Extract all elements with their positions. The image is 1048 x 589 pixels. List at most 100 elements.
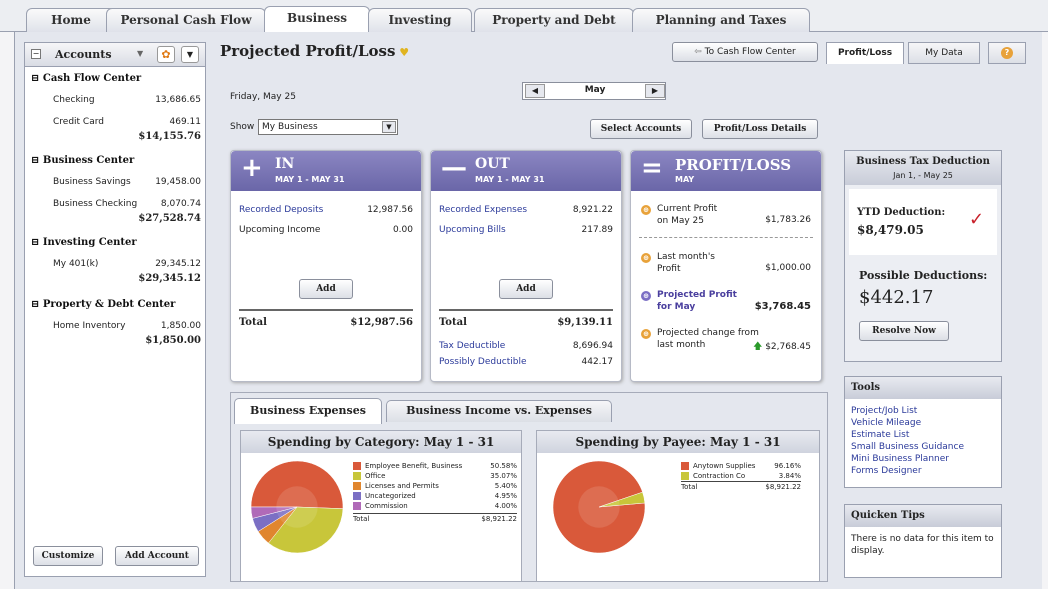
subtotal-investing: $29,345.12 xyxy=(138,273,201,284)
section-cash-flow-center[interactable]: ⊟ Cash Flow Center xyxy=(31,73,142,84)
info-bullet-icon: ⊕ xyxy=(641,253,651,263)
projected-change-value: 🡅 $2,768.45 xyxy=(753,342,811,352)
legend-item: Commission 4.00% xyxy=(353,501,517,511)
tax-deductible-link[interactable]: Tax Deductible xyxy=(439,341,506,351)
chart-title: Spending by Category: May 1 - 31 xyxy=(241,431,521,453)
tab-personal-cash-flow[interactable]: Personal Cash Flow xyxy=(106,8,266,32)
tools-list: Project/Job List Vehicle Mileage Estimat… xyxy=(851,405,964,477)
tool-estimate-list[interactable]: Estimate List xyxy=(851,430,910,440)
accounts-sidebar: − Accounts ▼ ✿ ▼ ⊟ Cash Flow Center Chec… xyxy=(24,42,206,577)
account-row-home-inventory[interactable]: Home Inventory 1,850.00 xyxy=(53,321,201,331)
chevron-down-icon[interactable]: ▼ xyxy=(137,49,144,58)
current-profit-value: $1,783.26 xyxy=(765,215,811,225)
account-row-business-savings[interactable]: Business Savings 19,458.00 xyxy=(53,177,201,187)
in-card: + IN MAY 1 - MAY 31 Recorded Deposits 12,… xyxy=(230,150,422,382)
account-row-credit-card[interactable]: Credit Card 469.11 xyxy=(53,117,201,127)
legend-swatch xyxy=(353,492,361,500)
total-divider xyxy=(439,309,613,311)
tool-mini-business-planner[interactable]: Mini Business Planner xyxy=(851,454,949,464)
menu-dropdown-icon[interactable]: ▼ xyxy=(181,46,199,63)
prev-month-button[interactable]: ◀ xyxy=(525,84,545,98)
in-card-title: IN xyxy=(275,156,295,172)
projected-profit-value: $3,768.45 xyxy=(754,301,811,312)
show-select[interactable]: My Business ▼ xyxy=(258,119,398,135)
select-accounts-button[interactable]: Select Accounts xyxy=(590,119,692,139)
tax-panel-header: Business Tax Deduction Jan 1, - May 25 xyxy=(845,151,1001,185)
accounts-header: − Accounts ▼ ✿ ▼ xyxy=(25,43,205,67)
chevron-down-icon[interactable]: ▼ xyxy=(382,121,396,133)
legend-swatch xyxy=(353,502,361,510)
tool-vehicle-mileage[interactable]: Vehicle Mileage xyxy=(851,418,922,428)
recorded-deposits-link[interactable]: Recorded Deposits xyxy=(239,205,324,215)
pie-highlight xyxy=(578,486,620,528)
profit-loss-card: = PROFIT/LOSS MAY ⊕ Current Profit on May… xyxy=(630,150,822,382)
tab-investing[interactable]: Investing xyxy=(368,8,472,32)
possibly-deductible-link[interactable]: Possibly Deductible xyxy=(439,357,527,367)
checkmark-icon: ✓ xyxy=(969,209,985,230)
tips-text: There is no data for this item to displa… xyxy=(851,534,994,556)
add-account-button[interactable]: Add Account xyxy=(115,546,199,566)
tab-planning-and-taxes[interactable]: Planning and Taxes xyxy=(632,8,810,32)
legend-item: Anytown Supplies 96.16% xyxy=(681,461,801,471)
dashed-divider xyxy=(639,237,813,238)
in-card-header: + IN MAY 1 - MAY 31 xyxy=(231,151,421,191)
pie-slice-contraction-co xyxy=(598,491,646,508)
month-navigator: ◀ May ▶ xyxy=(522,82,666,100)
tools-panel: Tools Project/Job List Vehicle Mileage E… xyxy=(844,376,1002,488)
upcoming-income-row: Upcoming Income 0.00 xyxy=(239,225,413,235)
subtotal-property: $1,850.00 xyxy=(145,335,201,346)
ytd-label: YTD Deduction: xyxy=(857,207,946,218)
upcoming-bills-link[interactable]: Upcoming Bills xyxy=(439,225,506,235)
subtotal-cash-flow: $14,155.76 xyxy=(138,131,201,142)
tools-header: Tools xyxy=(845,377,1001,399)
category-pie xyxy=(250,460,344,554)
tool-project-job-list[interactable]: Project/Job List xyxy=(851,406,918,416)
legend-swatch xyxy=(353,462,361,470)
add-expense-button[interactable]: Add xyxy=(499,279,553,299)
add-income-button[interactable]: Add xyxy=(299,279,353,299)
to-cash-flow-center-button[interactable]: ⇦ To Cash Flow Center xyxy=(672,42,818,62)
recorded-expenses-link[interactable]: Recorded Expenses xyxy=(439,205,528,215)
collapse-icon[interactable]: − xyxy=(31,49,41,59)
month-label: May xyxy=(584,85,606,95)
spending-by-category-chart: Spending by Category: May 1 - 31 Employe… xyxy=(240,430,522,582)
tips-header: Quicken Tips xyxy=(845,505,1001,527)
resolve-now-button[interactable]: Resolve Now xyxy=(859,321,949,341)
tab-profit-loss[interactable]: Profit/Loss xyxy=(826,42,904,64)
help-button[interactable]: ? xyxy=(988,42,1026,64)
business-tax-deduction-panel: Business Tax Deduction Jan 1, - May 25 YT… xyxy=(844,150,1002,362)
pie-slice-employee-benefit-business xyxy=(250,460,344,509)
section-property-debt-center[interactable]: ⊟ Property & Debt Center xyxy=(31,299,176,310)
account-row-401k[interactable]: My 401(k) 29,345.12 xyxy=(53,259,201,269)
out-card-title: OUT xyxy=(475,156,510,172)
profit-loss-details-button[interactable]: Profit/Loss Details xyxy=(702,119,818,139)
last-month-profit-label: Last month's Profit xyxy=(657,252,715,274)
upcoming-bills-row: Upcoming Bills 217.89 xyxy=(439,225,613,235)
tab-home[interactable]: Home xyxy=(26,8,116,32)
profit-loss-card-title: PROFIT/LOSS xyxy=(675,156,792,174)
tool-forms-designer[interactable]: Forms Designer xyxy=(851,466,922,476)
account-row-checking[interactable]: Checking 13,686.65 xyxy=(53,95,201,105)
tab-business-expenses[interactable]: Business Expenses xyxy=(234,398,382,424)
tab-business-income-vs-expenses[interactable]: Business Income vs. Expenses xyxy=(386,400,612,422)
pie-slice-commission xyxy=(250,506,298,519)
account-row-business-checking[interactable]: Business Checking 8,070.74 xyxy=(53,199,201,209)
plus-icon: + xyxy=(241,153,263,183)
section-business-center[interactable]: ⊟ Business Center xyxy=(31,155,135,166)
profit-loss-card-month: MAY xyxy=(675,175,695,184)
legend-swatch xyxy=(353,482,361,490)
legend-item: Contraction Co 3.84% xyxy=(681,471,801,481)
pie-slice-office xyxy=(268,506,344,554)
options-gear-icon[interactable]: ✿ xyxy=(157,46,175,63)
quicken-tips-panel: Quicken Tips There is no data for this i… xyxy=(844,504,1002,578)
next-month-button[interactable]: ▶ xyxy=(645,84,665,98)
possible-deductions-label: Possible Deductions: xyxy=(859,269,988,282)
customize-button[interactable]: Customize xyxy=(33,546,103,566)
tab-my-data[interactable]: My Data xyxy=(908,42,980,64)
tool-small-business-guidance[interactable]: Small Business Guidance xyxy=(851,442,965,452)
subtotal-business: $27,528.74 xyxy=(138,213,201,224)
back-arrow-icon: ⇦ xyxy=(694,47,705,57)
tab-property-and-debt[interactable]: Property and Debt xyxy=(474,8,634,32)
tab-business[interactable]: Business xyxy=(264,6,370,33)
section-investing-center[interactable]: ⊟ Investing Center xyxy=(31,237,137,248)
